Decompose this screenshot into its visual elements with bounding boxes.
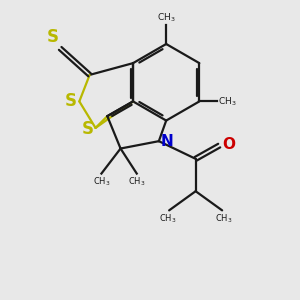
Text: CH$_3$: CH$_3$ [157, 11, 176, 24]
Text: CH$_3$: CH$_3$ [215, 213, 232, 225]
Text: CH$_3$: CH$_3$ [218, 95, 236, 108]
Text: S: S [82, 120, 94, 138]
Text: S: S [46, 28, 58, 46]
Text: N: N [160, 134, 173, 149]
Text: O: O [223, 136, 236, 152]
Text: CH$_3$: CH$_3$ [93, 176, 110, 188]
Text: S: S [65, 92, 77, 110]
Text: CH$_3$: CH$_3$ [159, 213, 176, 225]
Text: CH$_3$: CH$_3$ [128, 176, 146, 188]
